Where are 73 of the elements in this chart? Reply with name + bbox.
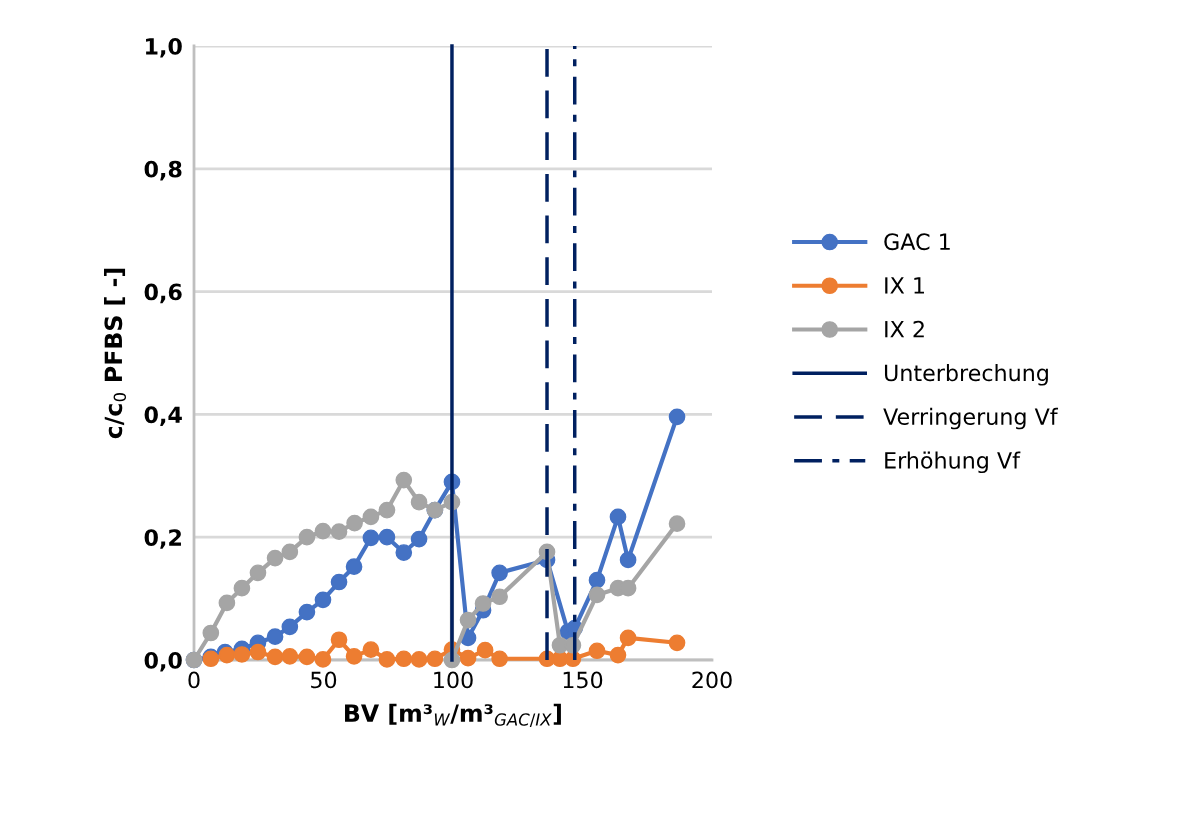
point — [202, 624, 220, 642]
point — [410, 530, 428, 548]
point — [474, 595, 492, 612]
point — [314, 522, 332, 540]
point — [233, 579, 251, 597]
point — [395, 544, 413, 561]
point — [233, 646, 251, 663]
point — [378, 651, 396, 668]
point — [362, 508, 380, 526]
point — [218, 594, 236, 612]
point — [266, 648, 284, 666]
point — [395, 650, 413, 668]
legend-label: Unterbrechung — [884, 364, 1048, 386]
y-tick-label: 0,4 — [144, 406, 182, 426]
point — [459, 611, 477, 629]
point — [588, 642, 606, 660]
point — [410, 651, 428, 668]
point — [345, 558, 363, 576]
point — [668, 515, 686, 533]
point — [426, 650, 444, 668]
legend-label: Erhöhung Vf — [885, 451, 1021, 474]
point — [395, 471, 413, 489]
point — [281, 543, 299, 561]
legend-label: Verringerung Vf — [883, 407, 1059, 430]
point — [619, 551, 637, 569]
point — [249, 564, 267, 582]
point — [410, 493, 428, 511]
point — [345, 647, 363, 665]
point — [491, 650, 508, 668]
point — [362, 641, 380, 658]
point — [491, 564, 508, 582]
point — [281, 647, 299, 665]
point — [668, 408, 686, 426]
point — [362, 529, 380, 547]
y-tick-label: 1,0 — [146, 37, 182, 58]
point — [281, 618, 299, 636]
x-tick-label: 150 — [563, 671, 603, 689]
point — [491, 588, 508, 606]
x-tick-label: 50 — [311, 671, 337, 689]
x-tick-label: 100 — [434, 671, 473, 689]
x-tick-label: 200 — [692, 671, 732, 689]
legend-label: IX 1 — [885, 277, 924, 294]
point — [314, 651, 332, 668]
point — [346, 514, 363, 532]
point — [330, 631, 348, 649]
y-tick-label: 0,2 — [144, 529, 181, 549]
point — [330, 523, 348, 541]
point — [266, 628, 284, 646]
point — [476, 641, 494, 659]
legend-label: GAC 1 — [884, 233, 950, 251]
point — [298, 528, 316, 546]
point — [266, 549, 284, 567]
point — [619, 629, 637, 647]
point — [588, 586, 606, 604]
point — [330, 573, 348, 591]
point — [249, 643, 267, 661]
point — [609, 508, 627, 526]
point — [298, 603, 316, 621]
point — [314, 591, 332, 609]
point — [668, 634, 686, 652]
x-tick-label: 0 — [188, 671, 200, 689]
y-tick-label: 0,0 — [144, 651, 182, 672]
point — [459, 649, 477, 667]
point — [609, 646, 627, 664]
y-tick-label: 0,6 — [144, 283, 182, 304]
legend-label: IX 2 — [885, 320, 924, 338]
y-axis-title: c/c$_{0}$ PFBS [ -] — [104, 268, 127, 439]
y-tick-label: 0,8 — [144, 160, 182, 181]
point — [378, 501, 396, 519]
point — [298, 648, 316, 666]
x-axis-title: BV [m³$_{W}$/m³$_{GAC/IX}$] — [345, 703, 561, 728]
point — [588, 571, 606, 589]
point — [378, 528, 396, 546]
